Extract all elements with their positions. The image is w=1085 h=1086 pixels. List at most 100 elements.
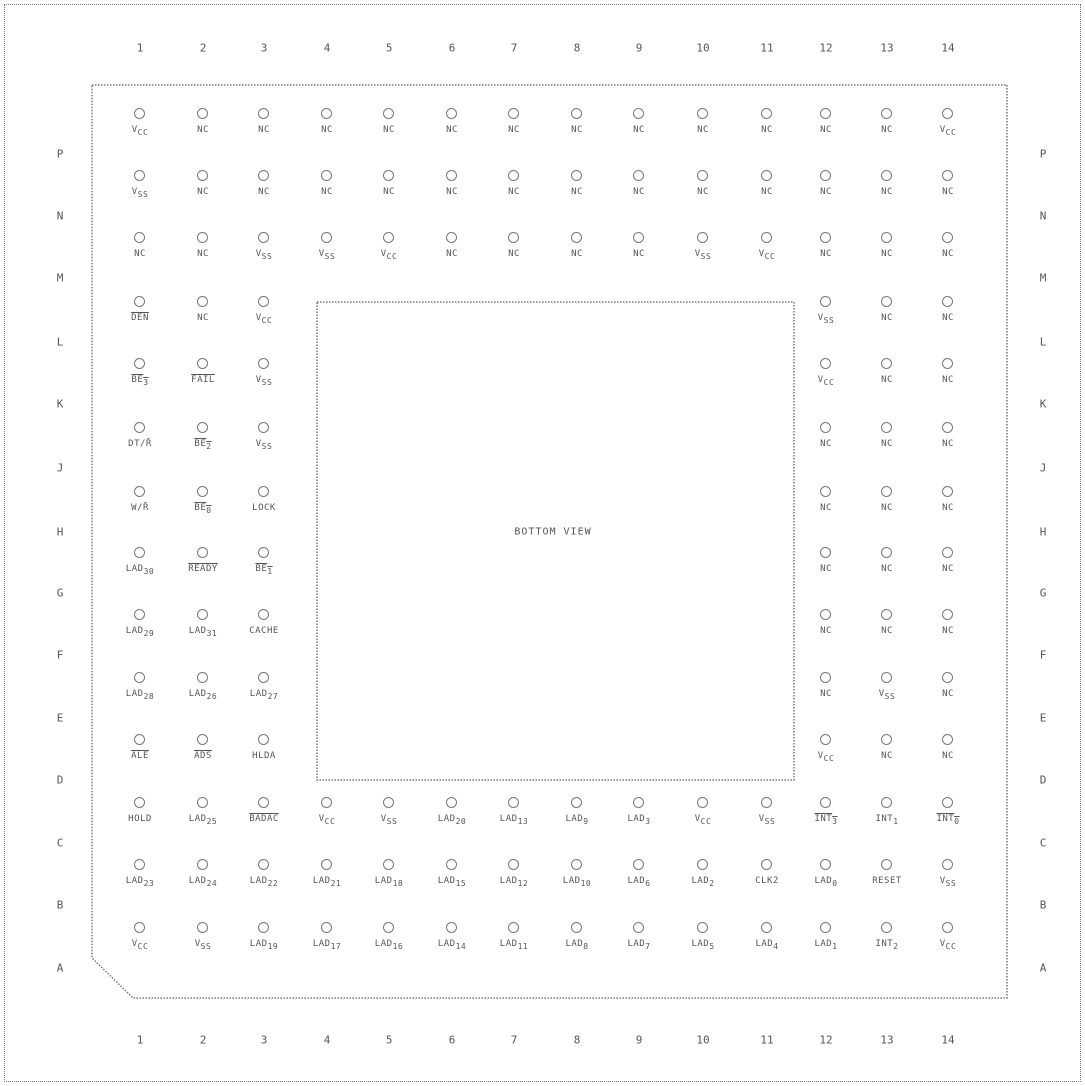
pin-pad-icon bbox=[258, 486, 269, 497]
pin-c7: LAD13 bbox=[486, 797, 542, 831]
pin-signal-name: HLDA bbox=[252, 751, 276, 761]
pin-label: LAD4 bbox=[739, 939, 795, 952]
pin-signal-name: BE bbox=[194, 503, 207, 513]
pin-label: NC bbox=[920, 689, 976, 700]
pin-signal-name: NC bbox=[446, 125, 458, 135]
pin-signal-name: LAD bbox=[312, 876, 331, 886]
pin-pad-icon bbox=[197, 859, 208, 870]
pin-pad-icon bbox=[321, 797, 332, 808]
pin-label: LAD11 bbox=[486, 939, 542, 952]
pin-label: NC bbox=[361, 187, 417, 198]
pin-signal-name: V bbox=[255, 249, 262, 259]
pin-signal-subscript: CC bbox=[945, 128, 957, 137]
pin-m2: NC bbox=[175, 232, 231, 266]
pin-pad-icon bbox=[571, 797, 582, 808]
pin-label: LAD1 bbox=[798, 939, 854, 952]
pin-label: NC bbox=[549, 187, 605, 198]
pin-signal-name: LAD bbox=[188, 876, 207, 886]
pin-c14: INT0 bbox=[920, 797, 976, 831]
pin-signal-name: NC bbox=[197, 125, 209, 135]
pin-c6: LAD20 bbox=[424, 797, 480, 831]
pin-d2: ADS bbox=[175, 734, 231, 768]
pin-signal-name: NC bbox=[697, 125, 709, 135]
row-label-right-h: H bbox=[1039, 525, 1047, 539]
pin-pad-icon bbox=[571, 922, 582, 933]
pin-m8: NC bbox=[549, 232, 605, 266]
column-number-top-6: 6 bbox=[448, 41, 456, 55]
pin-pad-icon bbox=[697, 859, 708, 870]
pin-signal-name: NC bbox=[321, 187, 333, 197]
pin-label: VSS bbox=[236, 249, 292, 262]
pin-pad-icon bbox=[134, 609, 145, 620]
row-label-left-e: E bbox=[56, 711, 64, 725]
pin-signal-name: INT bbox=[875, 814, 894, 824]
pin-a8: LAD8 bbox=[549, 922, 605, 956]
pin-pad-icon bbox=[881, 797, 892, 808]
column-number-bottom-5: 5 bbox=[385, 1033, 393, 1047]
pin-label: NC bbox=[798, 187, 854, 198]
pin-signal-subscript: 14 bbox=[455, 942, 467, 951]
pin-l12: VSS bbox=[798, 296, 854, 330]
pin-label: VSS bbox=[739, 814, 795, 827]
pin-signal-name: NC bbox=[134, 249, 146, 259]
pin-signal-name: V bbox=[318, 249, 325, 259]
pin-a9: LAD7 bbox=[611, 922, 667, 956]
pin-signal-name: NC bbox=[942, 564, 954, 574]
pin-label: NC bbox=[675, 187, 731, 198]
pin-p9: NC bbox=[611, 108, 667, 142]
pin-signal-subscript: SS bbox=[261, 252, 273, 261]
pin-label: NC bbox=[798, 564, 854, 575]
pin-signal-subscript: 2 bbox=[893, 942, 899, 951]
column-number-top-12: 12 bbox=[819, 41, 833, 55]
pin-a3: LAD19 bbox=[236, 922, 292, 956]
pin-pad-icon bbox=[697, 108, 708, 119]
pin-label: NC bbox=[486, 249, 542, 260]
pin-signal-name: NC bbox=[761, 125, 773, 135]
pin-signal-name: NC bbox=[881, 626, 893, 636]
pin-label: NC bbox=[859, 249, 915, 260]
pin-label: VCC bbox=[112, 125, 168, 138]
pin-b2: LAD24 bbox=[175, 859, 231, 893]
pin-signal-name: W/R̄ bbox=[131, 503, 149, 513]
pin-k13: NC bbox=[859, 358, 915, 392]
pin-pad-icon bbox=[258, 547, 269, 558]
pin-label: NC bbox=[859, 125, 915, 136]
pin-j13: NC bbox=[859, 422, 915, 456]
pin-signal-name: V bbox=[817, 375, 824, 385]
pin-signal-name: NC bbox=[942, 751, 954, 761]
pin-h14: NC bbox=[920, 486, 976, 520]
pin-pad-icon bbox=[258, 170, 269, 181]
pin-pad-icon bbox=[761, 108, 772, 119]
pin-label: RESET bbox=[859, 876, 915, 887]
pin-label: LAD31 bbox=[175, 626, 231, 639]
pin-label: LAD26 bbox=[175, 689, 231, 702]
pin-signal-name: V bbox=[318, 814, 325, 824]
pin-pad-icon bbox=[134, 422, 145, 433]
pin-signal-name: NC bbox=[508, 125, 520, 135]
pin-c2: LAD25 bbox=[175, 797, 231, 831]
pin-pad-icon bbox=[258, 734, 269, 745]
pin-signal-subscript: 10 bbox=[580, 879, 592, 888]
pin-signal-name: V bbox=[758, 249, 765, 259]
image-frame bbox=[4, 4, 1081, 1082]
pin-pad-icon bbox=[258, 296, 269, 307]
pin-signal-name: NC bbox=[881, 503, 893, 513]
pin-n1: VSS bbox=[112, 170, 168, 204]
pin-label: VCC bbox=[920, 939, 976, 952]
pin-pad-icon bbox=[697, 232, 708, 243]
pin-pad-icon bbox=[942, 859, 953, 870]
pin-pad-icon bbox=[383, 232, 394, 243]
pin-pad-icon bbox=[446, 232, 457, 243]
pin-label: NC bbox=[859, 503, 915, 514]
pin-signal-name: NC bbox=[258, 125, 270, 135]
column-number-bottom-14: 14 bbox=[941, 1033, 955, 1047]
pin-label: NC bbox=[175, 249, 231, 260]
pin-signal-name: NC bbox=[820, 187, 832, 197]
pin-g2: READY bbox=[175, 547, 231, 581]
pin-n10: NC bbox=[675, 170, 731, 204]
pin-signal-name: NC bbox=[820, 439, 832, 449]
pin-label: LAD19 bbox=[236, 939, 292, 952]
pin-h3: LOCK bbox=[236, 486, 292, 520]
pin-signal-subscript: SS bbox=[200, 942, 212, 951]
pin-pad-icon bbox=[134, 672, 145, 683]
